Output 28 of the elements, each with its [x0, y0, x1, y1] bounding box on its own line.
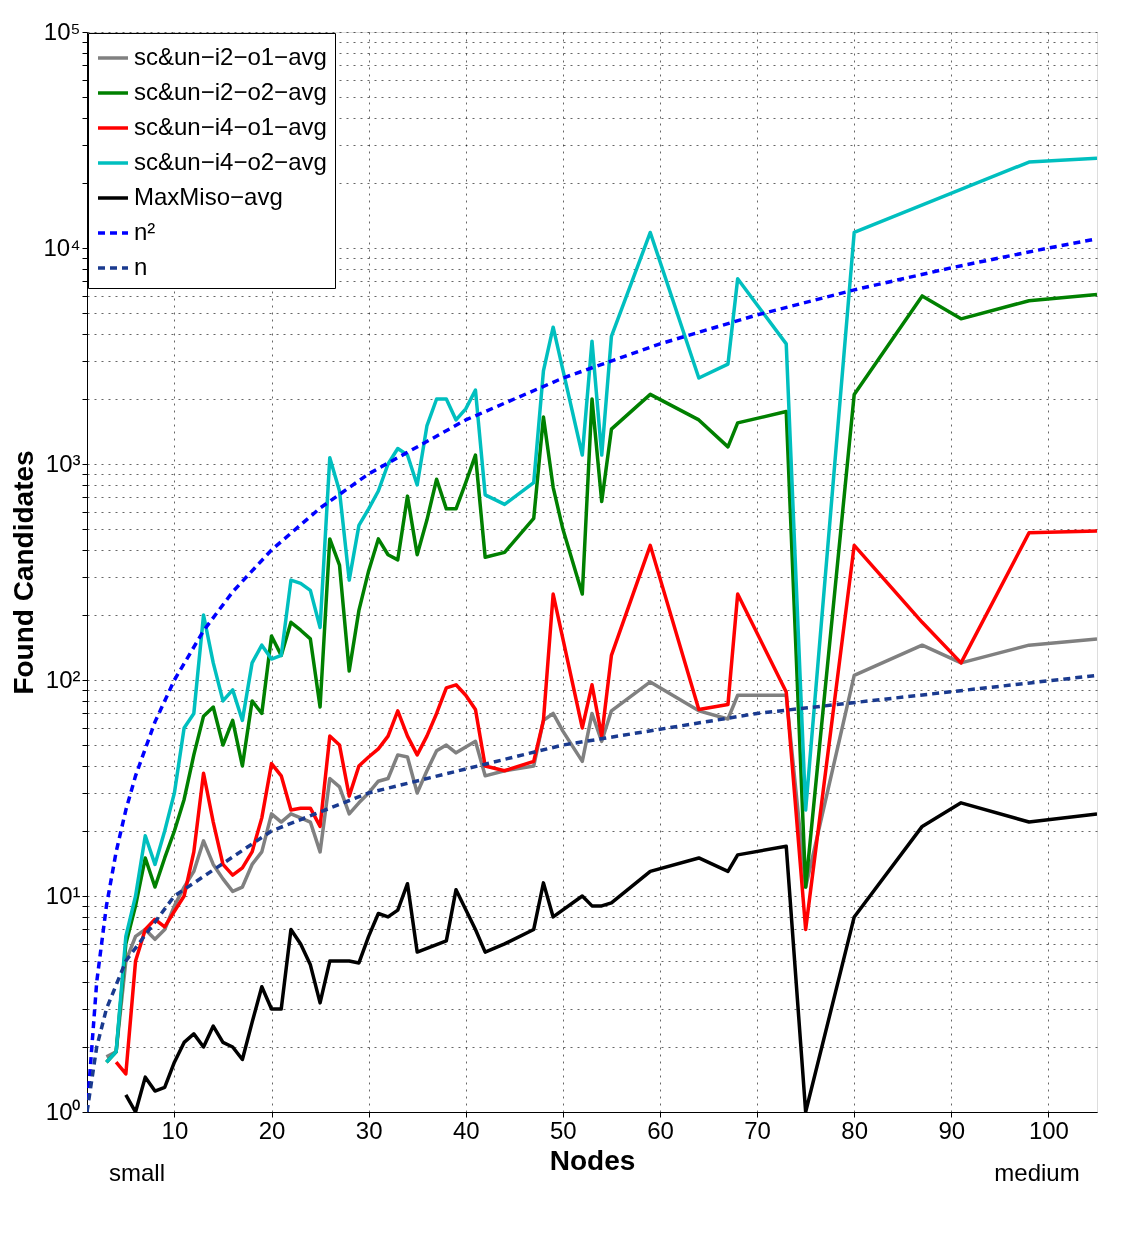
y-tick-label: 10²: [45, 665, 81, 693]
text: small: [108, 1159, 166, 1186]
legend-label: sc&un−i4−o2−avg: [134, 148, 327, 175]
x-axis-title: Nodes: [549, 1144, 636, 1176]
x-tick-label: 80: [841, 1116, 869, 1144]
legend-label: sc&un−i2−o2−avg: [134, 78, 327, 105]
legend-label: MaxMiso−avg: [134, 183, 283, 210]
y-tick-label: 10⁵: [43, 17, 81, 45]
x-tick-label: 30: [355, 1116, 383, 1144]
x-tick-label: 90: [938, 1116, 966, 1144]
x-tick-label: 10: [161, 1116, 189, 1144]
y-tick-label: 10⁴: [43, 233, 81, 261]
legend-label: sc&un−i4−o1−avg: [134, 113, 327, 140]
y-tick-label: 10¹: [45, 881, 81, 909]
legend-label: n²: [134, 218, 156, 245]
legend-label: sc&un−i2−o1−avg: [134, 43, 327, 70]
y-axis-title: Found Candidates: [8, 450, 40, 695]
x-tick-label: 50: [550, 1116, 577, 1144]
x-tick-label: 100: [1028, 1116, 1069, 1144]
x-tick-label: 60: [647, 1116, 674, 1144]
x-tick-label: 40: [452, 1116, 480, 1144]
text: medium: [994, 1159, 1080, 1186]
y-tick-label: 10³: [45, 449, 81, 477]
legend-label: n: [134, 253, 148, 280]
line-series: [114, 529, 1097, 1076]
x-tick-label: 20: [258, 1116, 286, 1144]
x-tick-label: 70: [744, 1116, 771, 1144]
y-tick-label: 10⁰: [45, 1097, 81, 1125]
